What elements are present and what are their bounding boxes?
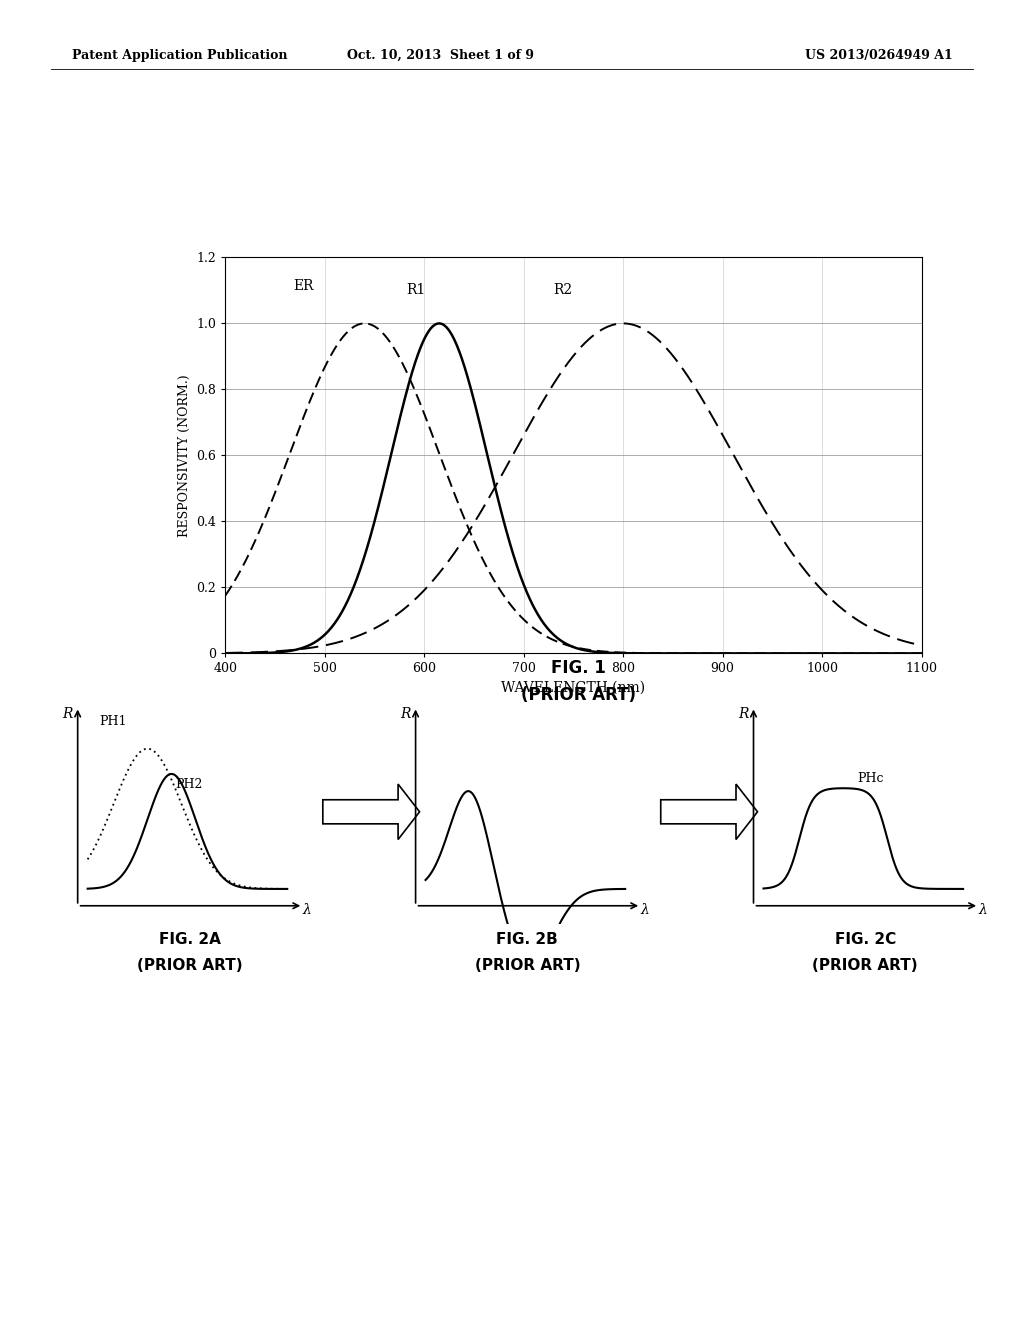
Text: FIG. 2C: FIG. 2C xyxy=(835,932,896,946)
Text: PH1: PH1 xyxy=(99,715,127,727)
Text: λ: λ xyxy=(303,903,311,917)
Text: FIG. 2A: FIG. 2A xyxy=(159,932,220,946)
Polygon shape xyxy=(323,784,420,840)
Text: (PRIOR ART): (PRIOR ART) xyxy=(474,958,581,973)
Polygon shape xyxy=(660,784,758,840)
Text: R2: R2 xyxy=(554,282,572,297)
X-axis label: WAVELENGTH (nm): WAVELENGTH (nm) xyxy=(502,681,645,696)
Text: R1: R1 xyxy=(407,282,426,297)
Text: PHc: PHc xyxy=(857,772,884,785)
Text: (PRIOR ART): (PRIOR ART) xyxy=(136,958,243,973)
Y-axis label: RESPONSIVITY (NORM.): RESPONSIVITY (NORM.) xyxy=(178,374,190,537)
Text: λ: λ xyxy=(641,903,649,917)
Text: FIG. 2B: FIG. 2B xyxy=(497,932,558,946)
Text: Patent Application Publication: Patent Application Publication xyxy=(72,49,287,62)
Text: (PRIOR ART): (PRIOR ART) xyxy=(812,958,919,973)
Text: λ: λ xyxy=(979,903,987,917)
Text: FIG. 1: FIG. 1 xyxy=(551,659,606,677)
Text: ER: ER xyxy=(293,280,313,293)
Text: (PRIOR ART): (PRIOR ART) xyxy=(521,685,636,704)
Text: R: R xyxy=(62,706,73,721)
Text: US 2013/0264949 A1: US 2013/0264949 A1 xyxy=(805,49,952,62)
Text: PH2: PH2 xyxy=(175,777,203,791)
Text: Oct. 10, 2013  Sheet 1 of 9: Oct. 10, 2013 Sheet 1 of 9 xyxy=(347,49,534,62)
Text: R: R xyxy=(738,706,749,721)
Text: R: R xyxy=(400,706,411,721)
